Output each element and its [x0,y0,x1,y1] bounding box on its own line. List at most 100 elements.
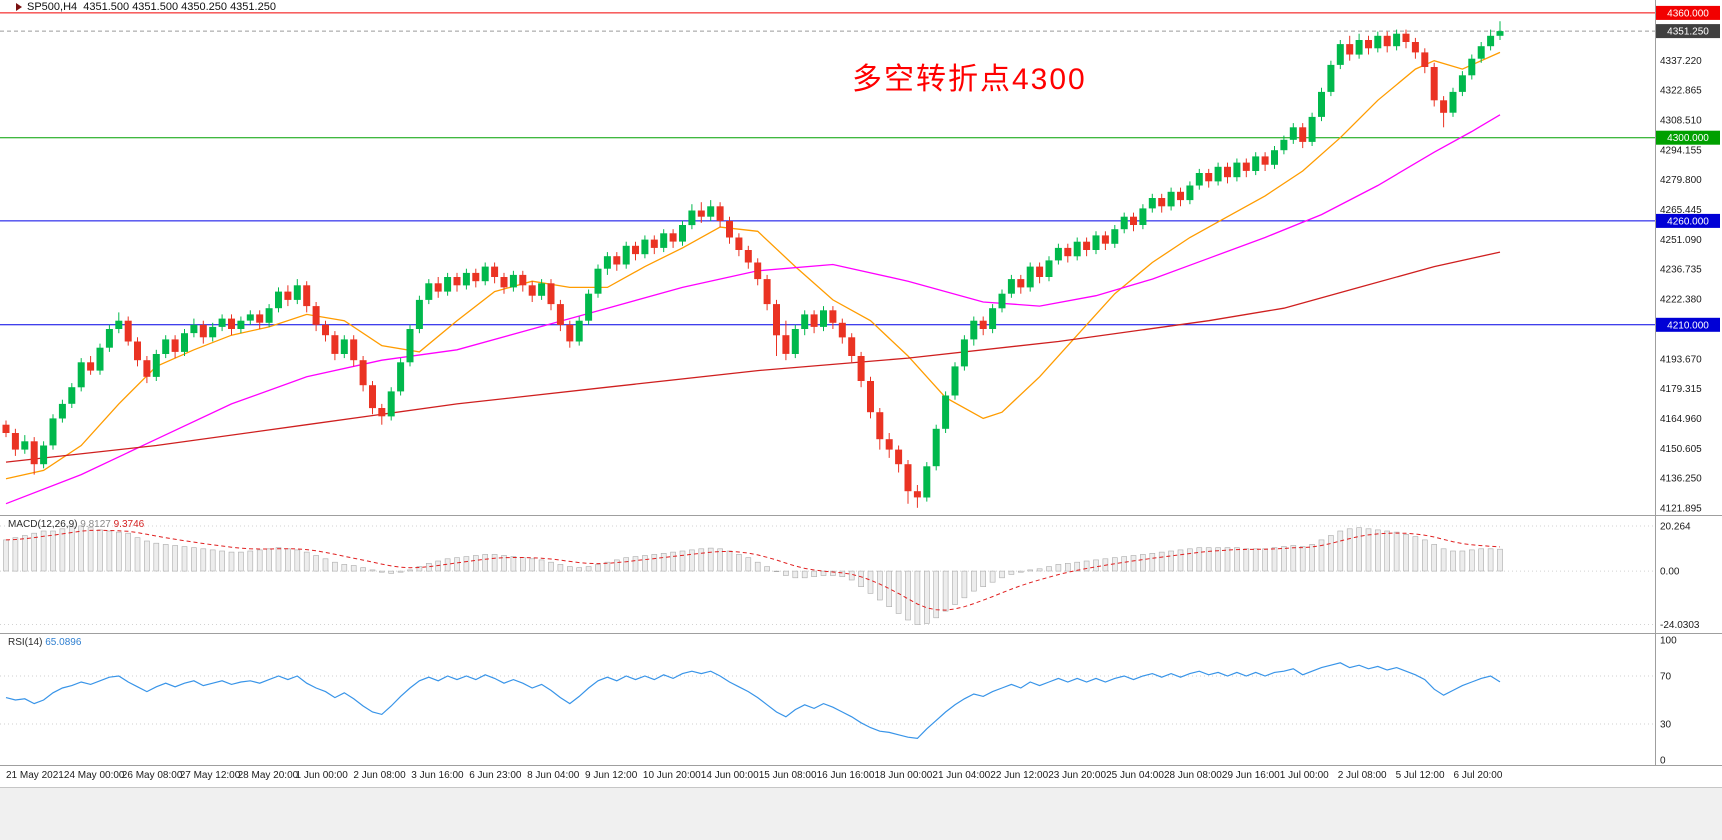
macd-bar [322,558,329,572]
price-tick-label: 4164.960 [1660,414,1702,425]
candle [1289,127,1297,140]
macd-bar [40,530,47,572]
time-label: 8 Jun 04:00 [527,770,580,781]
price-tick-label: 4279.800 [1660,175,1702,186]
price-tag-label: 4351.250 [1667,27,1709,38]
candle [1139,208,1147,225]
price-tick-label: 4193.670 [1660,354,1702,365]
candle [1496,31,1504,36]
macd-bar [360,567,366,572]
macd-bar [341,564,348,572]
price-tag [1656,317,1720,332]
macd-bar [623,557,630,572]
candle [68,387,76,404]
macd-bar [425,562,432,572]
moving-averages [5,51,1501,505]
candle [49,418,57,446]
candle [1101,235,1109,244]
macd-bar [858,570,864,587]
candle [688,210,696,226]
candle [913,491,921,498]
macd-bar [12,537,19,572]
rsi-line [5,662,1501,740]
macd-bar [1234,547,1240,572]
price-tick-label: 4222.380 [1660,295,1702,306]
ma-fast-orange [5,51,1501,480]
macd-bar [1299,546,1306,572]
candle [660,233,668,248]
macd-bar [1271,547,1278,572]
macd-bar [1346,528,1353,572]
price-tick-label: 4337.220 [1660,56,1702,67]
macd-bar [134,537,141,572]
macd-bar [69,526,75,572]
macd-panel[interactable]: 20.264 0.00 -24.0303 [0,522,1700,632]
candle [77,362,85,388]
macd-bar [942,570,949,612]
candle [707,206,715,217]
candle [1458,75,1466,92]
candle [594,268,602,294]
candle [322,324,329,336]
candle [556,304,564,325]
price-tick-label: 4150.605 [1660,444,1702,455]
candle [303,285,311,307]
price-tick-label: 4308.510 [1660,116,1702,127]
time-label: 28 Jun 08:00 [1164,770,1222,781]
candle [998,293,1006,309]
macd-bar [31,532,38,572]
macd-bar [219,550,225,572]
macd-bar [1036,568,1043,572]
macd-bar [876,570,883,601]
macd-bar [886,570,893,607]
annotation-text: 多空转折点4300 [852,63,1087,96]
time-axis[interactable]: 21 May 2021 24 May 00:00 26 May 08:00 27 Ma… [0,766,1722,787]
macd-bar [162,544,169,572]
rsi-scale-label: 100 [1660,636,1677,647]
price-tag [1656,213,1720,228]
candle [857,356,865,381]
candle [801,314,809,329]
time-label: 18 Jun 00:00 [874,770,933,781]
macd-bar [792,570,799,579]
macd-bar [1177,549,1184,572]
candle [500,277,508,288]
rsi-panel[interactable]: 100 70 30 0 [0,636,1677,767]
candle [1487,35,1495,47]
price-tick-label: 4236.735 [1660,265,1702,276]
macd-bar [332,561,338,572]
candle [575,320,583,342]
candle [218,318,226,327]
macd-bar [1337,530,1344,572]
macd-bar [78,525,84,572]
macd-bar [501,555,507,572]
macd-bar [595,564,601,572]
time-label: 23 Jun 20:00 [1048,770,1107,781]
time-label: 21 Jun 04:00 [932,770,991,781]
candle [58,403,66,419]
macd-bar [1431,544,1437,572]
candle [1186,185,1194,201]
macd-bar [1027,569,1033,572]
candle [1083,241,1091,250]
macd-bar [1440,548,1447,572]
chart-canvas[interactable]: 4337.220 4322.865 4308.510 4294.155 4279.800… [0,0,1722,766]
macd-bar [754,561,761,572]
macd-bar [1017,570,1024,573]
macd-bar [1375,529,1381,572]
candle [960,339,968,367]
candle [406,329,414,363]
macd-bar [125,532,131,572]
candle [491,266,499,277]
macd-bar [745,557,752,572]
candle [951,366,959,396]
candle [1092,235,1100,250]
candle [293,285,301,300]
macd-scale-label: -24.0303 [1660,620,1700,631]
macd-bar [1262,548,1268,572]
price-tag [1656,24,1720,39]
candle [1346,44,1354,55]
macd-bar [1487,548,1494,572]
price-scale[interactable]: 4337.220 4322.865 4308.510 4294.155 4279.800… [1656,5,1720,515]
macd-bar [773,570,780,572]
